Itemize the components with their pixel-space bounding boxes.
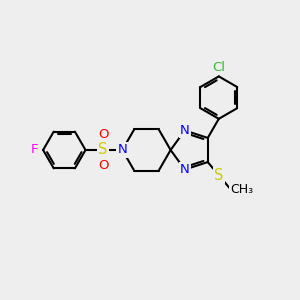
Text: Cl: Cl bbox=[212, 61, 225, 74]
Text: CH₃: CH₃ bbox=[230, 183, 254, 196]
Text: N: N bbox=[180, 163, 190, 176]
Text: F: F bbox=[31, 143, 39, 157]
Text: O: O bbox=[98, 159, 108, 172]
Text: S: S bbox=[214, 168, 224, 183]
Text: N: N bbox=[117, 143, 127, 157]
Text: S: S bbox=[98, 142, 108, 158]
Text: O: O bbox=[98, 128, 108, 141]
Text: N: N bbox=[180, 124, 190, 137]
